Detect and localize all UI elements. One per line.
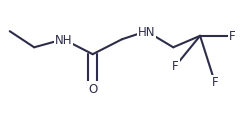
Text: F: F	[172, 60, 179, 73]
Text: HN: HN	[138, 25, 155, 38]
Text: F: F	[211, 76, 218, 89]
Text: F: F	[228, 30, 235, 43]
Text: NH: NH	[55, 33, 72, 46]
Text: O: O	[88, 82, 97, 95]
